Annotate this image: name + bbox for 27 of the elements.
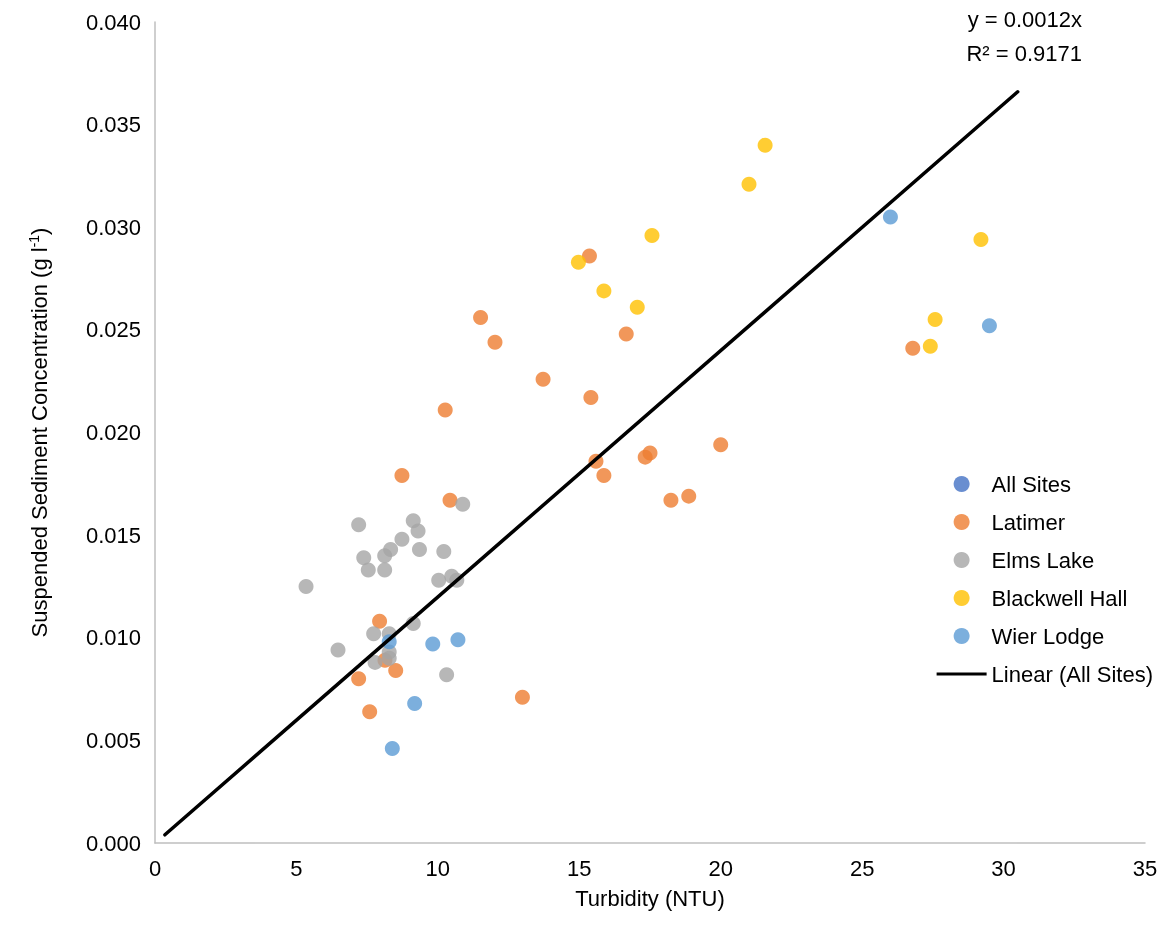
legend-label: Linear (All Sites) xyxy=(991,661,1153,687)
legend-label: Elms Lake xyxy=(991,547,1095,573)
x-tick-label: 10 xyxy=(425,855,451,881)
y-tick-label: 0.030 xyxy=(85,214,141,240)
y-tick-label: 0.035 xyxy=(85,112,141,138)
legend-label: All Sites xyxy=(991,471,1072,497)
y-tick-label: 0.040 xyxy=(85,9,141,35)
y-tick-label: 0.025 xyxy=(85,317,141,343)
y-tick-label: 0.010 xyxy=(85,625,141,651)
x-tick-label: 0 xyxy=(148,855,162,881)
x-tick-label: 5 xyxy=(290,855,303,881)
y-tick-label: 0.005 xyxy=(85,727,141,753)
x-tick-label: 35 xyxy=(1132,855,1158,881)
legend-label: Blackwell Hall xyxy=(991,585,1128,611)
annotation: y = 0.0012x xyxy=(967,6,1083,32)
x-tick-label: 30 xyxy=(991,855,1016,881)
y-axis-title: Suspended Sediment Concentration (g l-1) xyxy=(26,227,52,638)
x-tick-label: 15 xyxy=(567,855,592,881)
annotation: R² = 0.9171 xyxy=(966,40,1082,66)
legend-label: Latimer xyxy=(991,509,1065,535)
y-tick-label: 0.015 xyxy=(85,522,141,548)
legend-label: Wier Lodge xyxy=(991,623,1105,649)
y-tick-label: 0.020 xyxy=(85,420,141,445)
x-axis-title: Turbidity (NTU) xyxy=(575,885,725,911)
x-tick-label: 20 xyxy=(708,855,733,881)
y-tick-label: 0.000 xyxy=(85,830,141,856)
x-tick-label: 25 xyxy=(849,855,875,881)
